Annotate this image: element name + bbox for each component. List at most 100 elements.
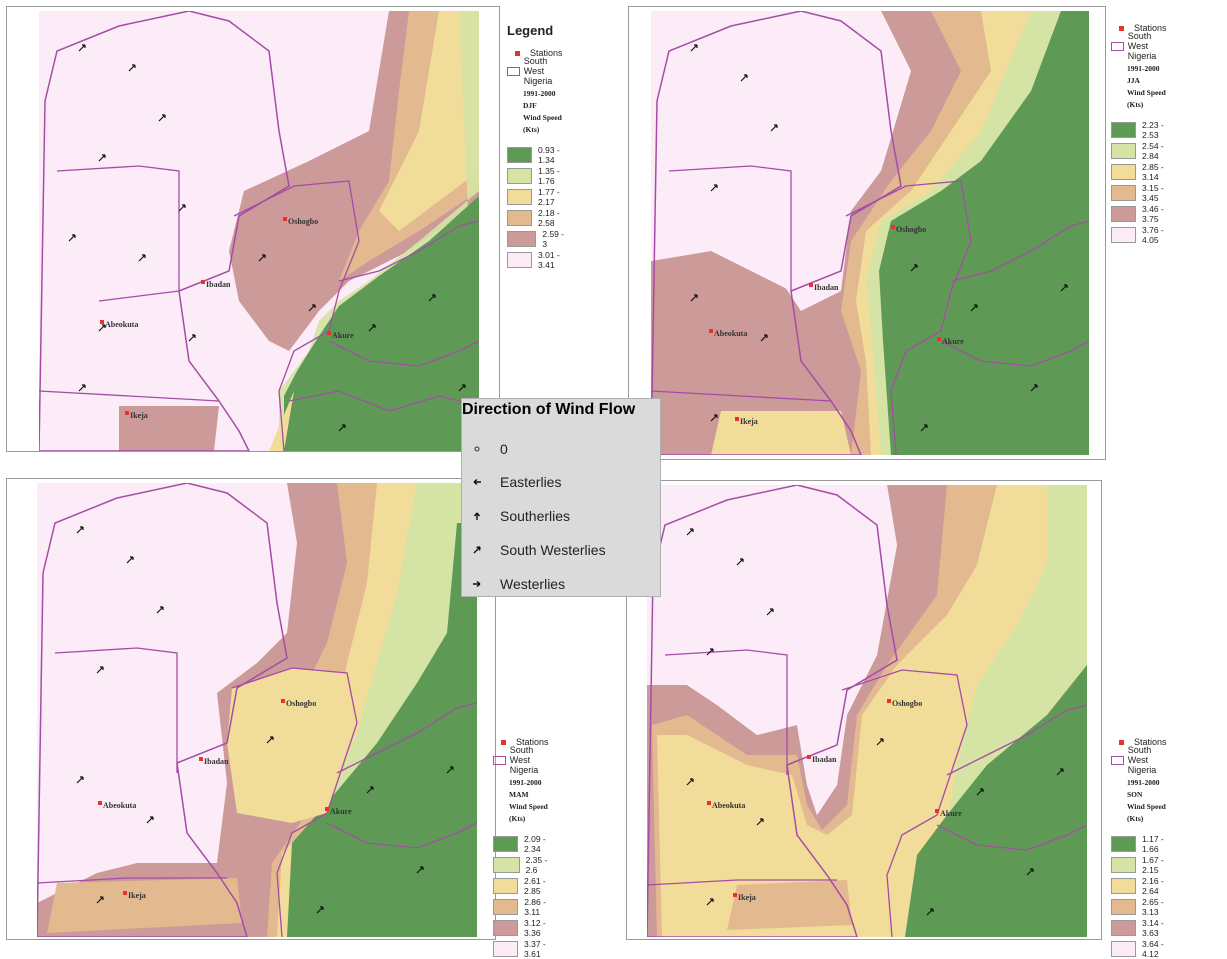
town-label: Abeokuta <box>103 801 136 810</box>
class-label: 2.35 - 2.6 <box>525 854 548 875</box>
map-panel-djf: Oshogbo Ibadan Abeokuta Akure Ikeja Lege… <box>6 6 564 452</box>
class-swatch <box>1111 898 1137 915</box>
calm-circle-icon <box>474 446 480 452</box>
class-label: 2.85 - 3.14 <box>1142 161 1164 182</box>
class-swatch <box>507 167 533 184</box>
class-swatch <box>507 188 533 205</box>
legend-period: 1991-2000 MAM <box>509 778 542 799</box>
class-label: 2.65 - 3.13 <box>1142 896 1164 917</box>
arrow-right-icon <box>473 580 481 588</box>
class-label: 3.15 - 3.45 <box>1142 182 1164 203</box>
wind-legend-label: Westerlies <box>500 576 566 592</box>
class-swatch <box>493 919 519 936</box>
arrow-left-icon <box>473 478 481 486</box>
boundary-swatch <box>507 66 520 76</box>
town-label: Ibadan <box>814 283 839 292</box>
class-label: 0.93 - 1.34 <box>538 144 560 165</box>
class-swatch <box>1111 121 1137 138</box>
boundary-label: South West Nigeria <box>509 745 539 775</box>
wind-legend-item: 0 <box>472 441 508 457</box>
djf-legend: Legend Stations South West Nigeria 1991-… <box>507 23 566 270</box>
legend-variable: Wind Speed (Kts) <box>523 113 562 134</box>
class-label: 3.46 - 3.75 <box>1142 203 1164 224</box>
town-label: Akure <box>940 809 962 818</box>
boundary-swatch <box>493 755 506 765</box>
arrow-up-icon <box>473 512 481 520</box>
legend-variable: Wind Speed (Kts) <box>1127 88 1166 109</box>
town-label: Ibadan <box>204 757 229 766</box>
town-label: Abeokuta <box>714 329 747 338</box>
wind-legend-item: Westerlies <box>472 576 565 592</box>
wind-legend-label: Easterlies <box>500 474 562 490</box>
wind-direction-legend: Direction of Wind Flow 0 Easterlies Sout… <box>461 398 661 597</box>
map-panel-mam: Oshogbo Ibadan Abeokuta Akure Ikeja Stat… <box>6 478 549 959</box>
town-label: Ibadan <box>206 280 231 289</box>
class-label: 2.23 - 2.53 <box>1142 119 1164 140</box>
class-swatch <box>1111 226 1137 243</box>
town-label: Oshogbo <box>896 225 926 234</box>
class-swatch <box>507 230 537 247</box>
class-label: 2.59 - 3 <box>542 228 565 249</box>
class-swatch <box>1111 142 1137 159</box>
town-label: Akure <box>942 337 964 346</box>
wind-legend-item: Southerlies <box>472 508 570 524</box>
class-swatch <box>1111 877 1137 894</box>
legend-period: 1991-2000 SON <box>1127 778 1160 799</box>
map-panel-jja: Oshogbo Ibadan Abeokuta Akure Ikeja Stat… <box>628 6 1167 460</box>
stations-label: Stations <box>1134 23 1167 33</box>
legend-period: 1991-2000 JJA <box>1127 64 1160 85</box>
class-label: 3.12 - 3.36 <box>524 917 546 938</box>
class-swatch <box>1111 163 1137 180</box>
town-label: Ikeja <box>738 893 756 902</box>
class-label: 1.17 - 1.66 <box>1142 833 1164 854</box>
town-label: Oshogbo <box>892 699 922 708</box>
wind-legend-label: South Westerlies <box>500 542 606 558</box>
class-swatch <box>1111 835 1137 852</box>
boundary-swatch <box>1111 755 1124 765</box>
stations-label: Stations <box>516 737 549 747</box>
djf-map: Oshogbo Ibadan Abeokuta Akure Ikeja <box>39 11 479 451</box>
town-label: Ikeja <box>128 891 146 900</box>
legend-title: Legend <box>507 23 554 38</box>
stations-label: Stations <box>1134 737 1167 747</box>
arrow-up-right-icon <box>473 546 481 554</box>
town-label: Abeokuta <box>712 801 745 810</box>
class-label: 2.54 - 2.84 <box>1142 140 1164 161</box>
class-swatch <box>493 940 519 957</box>
boundary-swatch <box>1111 41 1124 51</box>
town-label: Oshogbo <box>288 217 318 226</box>
town-label: Akure <box>332 331 354 340</box>
wind-legend-title: Direction of Wind Flow <box>462 401 636 418</box>
class-label: 1.35 - 1.76 <box>538 165 560 186</box>
wind-legend-item: South Westerlies <box>472 542 606 558</box>
class-swatch <box>493 898 519 915</box>
stations-label: Stations <box>530 48 563 58</box>
town-label: Ibadan <box>812 755 837 764</box>
mam-legend: Stations South West Nigeria 1991-2000 MA… <box>493 735 552 959</box>
town-label: Abeokuta <box>105 320 138 329</box>
boundary-label: South West Nigeria <box>1127 31 1157 61</box>
class-swatch <box>1111 940 1137 957</box>
class-swatch <box>493 856 520 873</box>
class-label: 3.14 - 3.63 <box>1142 917 1164 938</box>
boundary-label: South West Nigeria <box>523 56 553 86</box>
wind-legend-label: 0 <box>500 441 508 457</box>
class-label: 1.77 - 2.17 <box>538 186 560 207</box>
legend-variable: Wind Speed (Kts) <box>1127 802 1166 823</box>
class-swatch <box>507 146 533 163</box>
class-swatch <box>507 251 533 268</box>
class-label: 3.01 - 3.41 <box>538 249 560 270</box>
town-label: Akure <box>330 807 352 816</box>
class-label: 1.67 - 2.15 <box>1142 854 1164 875</box>
son-map: Oshogbo Ibadan Abeokuta Akure Ikeja <box>647 485 1087 937</box>
station-marker-icon <box>1119 25 1124 31</box>
class-swatch <box>1111 205 1137 222</box>
town-label: Ikeja <box>740 417 758 426</box>
station-marker-icon <box>1119 739 1124 745</box>
class-label: 2.16 - 2.64 <box>1142 875 1164 896</box>
wind-legend-item: Easterlies <box>472 474 561 490</box>
class-swatch <box>1111 919 1137 936</box>
class-swatch <box>493 877 519 894</box>
son-legend: Stations South West Nigeria 1991-2000 SO… <box>1111 735 1170 959</box>
class-label: 2.61 - 2.85 <box>524 875 546 896</box>
